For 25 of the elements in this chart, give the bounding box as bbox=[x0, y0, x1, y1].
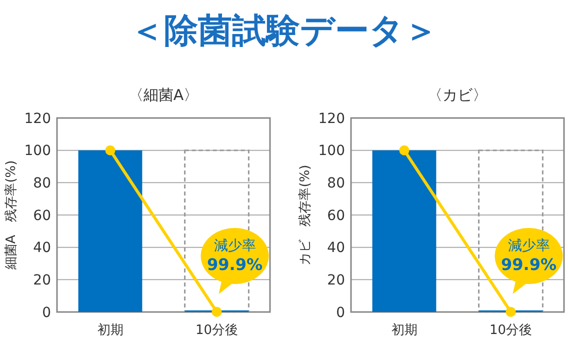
y-tick-label: 80 bbox=[327, 176, 345, 192]
x-tick-label: 10分後 bbox=[489, 323, 532, 338]
y-tick-label: 0 bbox=[42, 304, 51, 321]
annotation: 減少率 99.9% bbox=[500, 238, 557, 274]
chart-title: ＜除菌試験データ＞ bbox=[130, 11, 438, 51]
annotation: 減少率 99.9% bbox=[206, 238, 263, 274]
y-tick-label: 20 bbox=[33, 272, 51, 289]
y-axis-title: 細菌A 残存率(%) bbox=[3, 160, 19, 271]
y-tick-label: 40 bbox=[327, 240, 345, 256]
y-tick-label: 80 bbox=[33, 176, 51, 192]
y-axis-title: カビ 残存率(%) bbox=[297, 164, 313, 266]
y-tick-label: 0 bbox=[336, 304, 345, 321]
y-tick-label: 40 bbox=[33, 240, 51, 256]
x-tick-label: 10分後 bbox=[195, 323, 238, 338]
chart-subtitle: 〈細菌A〉 bbox=[128, 86, 199, 104]
y-tick-label: 100 bbox=[24, 143, 51, 160]
y-tick-label: 60 bbox=[33, 208, 51, 224]
y-tick-label: 120 bbox=[24, 110, 51, 127]
x-tick-label: 初期 bbox=[97, 323, 124, 338]
y-tick-label: 20 bbox=[327, 272, 345, 289]
y-tick-label: 100 bbox=[318, 143, 345, 160]
x-tick-label: 初期 bbox=[391, 323, 418, 338]
y-tick-label: 60 bbox=[327, 208, 345, 224]
y-tick-label: 120 bbox=[318, 110, 345, 127]
chart-subtitle: 〈カビ〉 bbox=[428, 86, 488, 104]
